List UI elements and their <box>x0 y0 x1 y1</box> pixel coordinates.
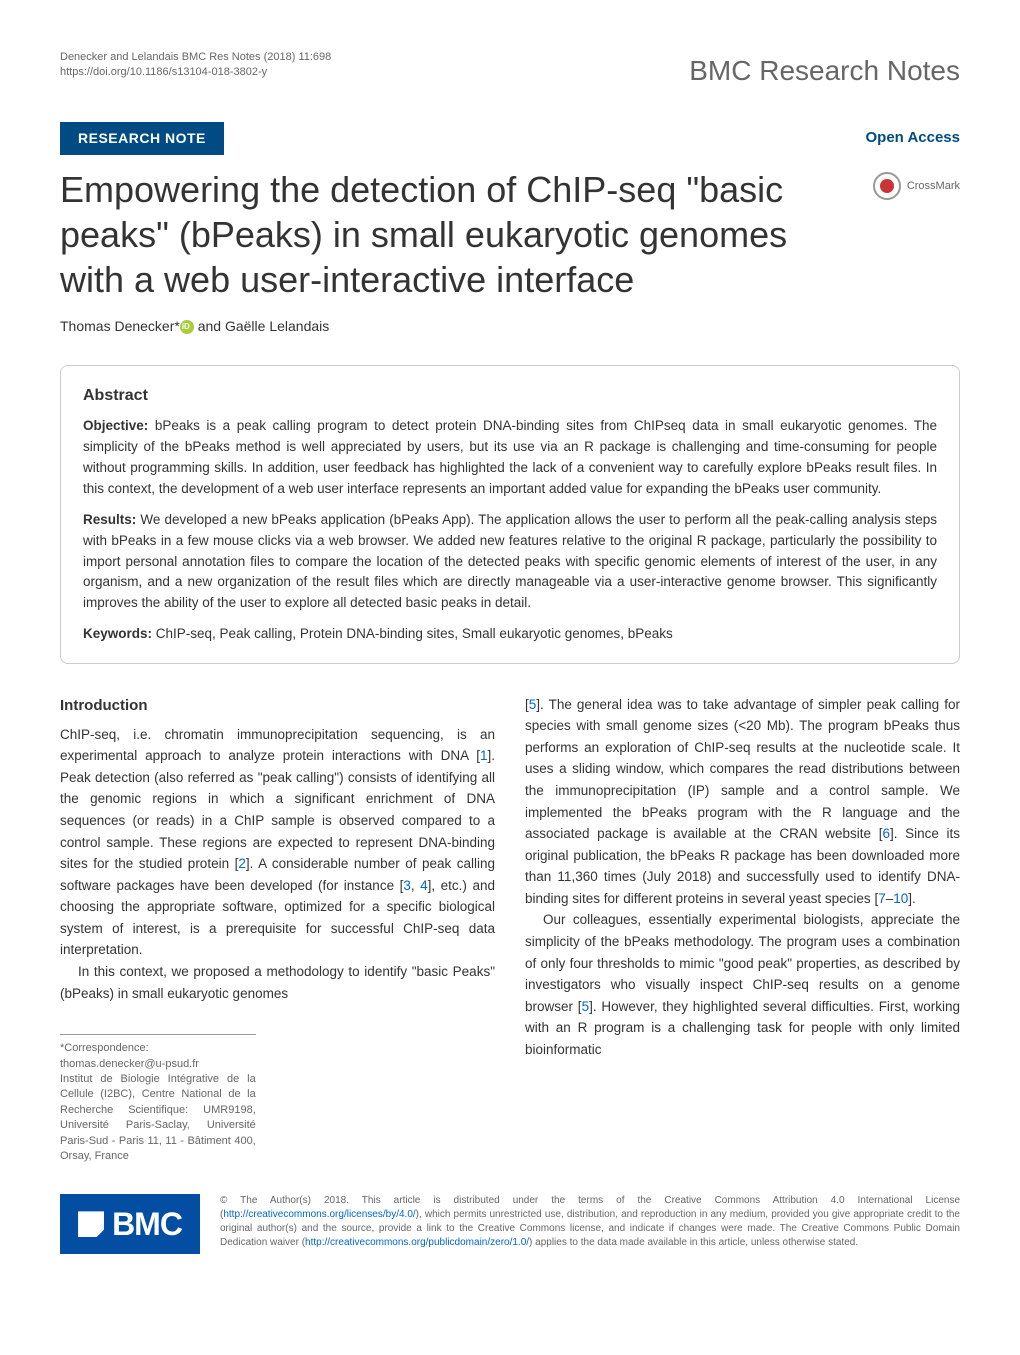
orcid-icon[interactable] <box>180 320 194 334</box>
article-title: Empowering the detection of ChIP-seq "ba… <box>60 167 853 302</box>
correspondence-affiliation: Institut de Biologie Intégrative de la C… <box>60 1072 256 1164</box>
open-access-label: Open Access <box>866 127 961 150</box>
bmc-logo-text: BMC <box>112 1200 182 1248</box>
abstract-objective: Objective: bPeaks is a peak calling prog… <box>83 416 937 500</box>
crossmark-text: CrossMark <box>907 178 960 195</box>
crossmark-badge[interactable]: CrossMark <box>873 172 960 200</box>
body-columns: Introduction ChIP-seq, i.e. chromatin im… <box>60 694 960 1165</box>
intro-para-1: ChIP-seq, i.e. chromatin immunoprecipita… <box>60 724 495 962</box>
license-footer: BMC © The Author(s) 2018. This article i… <box>60 1194 960 1254</box>
abstract-results: Results: We developed a new bPeaks appli… <box>83 510 937 615</box>
bmc-logo-icon <box>78 1211 104 1237</box>
objective-label: Objective: <box>83 418 148 433</box>
category-bar: RESEARCH NOTE Open Access <box>60 122 960 155</box>
title-row: Empowering the detection of ChIP-seq "ba… <box>60 167 960 302</box>
abstract-box: Abstract Objective: bPeaks is a peak cal… <box>60 365 960 664</box>
footer-divider <box>60 1034 256 1035</box>
ref-link[interactable]: 5 <box>582 999 590 1014</box>
doi-line: https://doi.org/10.1186/s13104-018-3802-… <box>60 65 331 80</box>
ref-link[interactable]: 6 <box>882 826 890 841</box>
author-primary: Thomas Denecker* <box>60 318 180 334</box>
column-left: Introduction ChIP-seq, i.e. chromatin im… <box>60 694 495 1165</box>
results-label: Results: <box>83 512 136 527</box>
page-container: Denecker and Lelandais BMC Res Notes (20… <box>0 0 1020 1294</box>
ref-link[interactable]: 2 <box>238 856 246 871</box>
license-url[interactable]: http://creativecommons.org/licenses/by/4… <box>223 1209 415 1220</box>
category-badge: RESEARCH NOTE <box>60 122 224 155</box>
col2-para-1: [5]. The general idea was to take advant… <box>525 694 960 910</box>
keywords-text: ChIP-seq, Peak calling, Protein DNA-bind… <box>152 626 673 641</box>
header-meta: Denecker and Lelandais BMC Res Notes (20… <box>60 50 331 81</box>
journal-name: BMC Research Notes <box>689 50 960 92</box>
correspondence-block: *Correspondence: thomas.denecker@u-psud.… <box>60 1041 256 1164</box>
bmc-logo: BMC <box>60 1194 200 1254</box>
crossmark-icon <box>873 172 901 200</box>
abstract-heading: Abstract <box>83 384 937 408</box>
correspondence-email: *Correspondence: thomas.denecker@u-psud.… <box>60 1041 256 1072</box>
license-url[interactable]: http://creativecommons.org/publicdomain/… <box>305 1237 529 1248</box>
citation-line: Denecker and Lelandais BMC Res Notes (20… <box>60 50 331 65</box>
ref-link[interactable]: 4 <box>420 878 428 893</box>
ref-link[interactable]: 7 <box>878 891 886 906</box>
intro-heading: Introduction <box>60 694 495 718</box>
ref-link[interactable]: 10 <box>893 891 908 906</box>
author-rest: and Gaëlle Lelandais <box>194 318 329 334</box>
col2-para-2: Our colleagues, essentially experimental… <box>525 909 960 1060</box>
keywords-label: Keywords: <box>83 626 152 641</box>
ref-link[interactable]: 3 <box>403 878 411 893</box>
results-text: We developed a new bPeaks application (b… <box>83 512 937 611</box>
header-top: Denecker and Lelandais BMC Res Notes (20… <box>60 50 960 92</box>
abstract-keywords: Keywords: ChIP-seq, Peak calling, Protei… <box>83 624 937 644</box>
column-right: [5]. The general idea was to take advant… <box>525 694 960 1165</box>
objective-text: bPeaks is a peak calling program to dete… <box>83 418 937 496</box>
authors-line: Thomas Denecker* and Gaëlle Lelandais <box>60 316 960 337</box>
license-text: © The Author(s) 2018. This article is di… <box>220 1194 960 1250</box>
intro-para-2: In this context, we proposed a methodolo… <box>60 961 495 1004</box>
